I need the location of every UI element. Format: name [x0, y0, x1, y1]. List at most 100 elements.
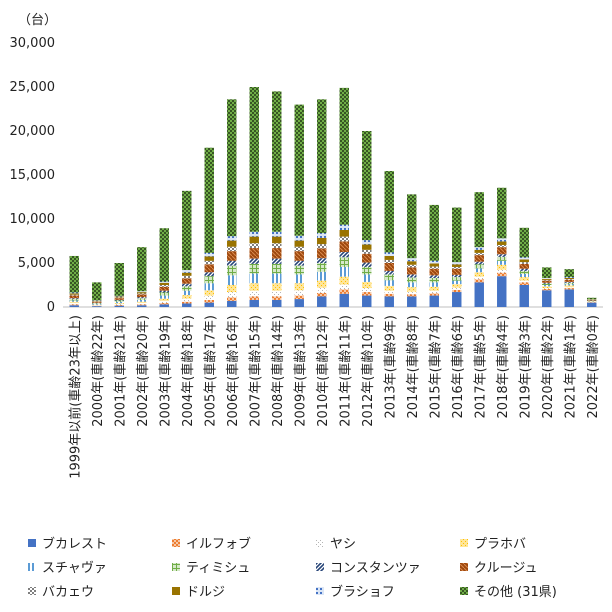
bar-segment — [384, 171, 394, 253]
bar-segment — [204, 295, 214, 300]
x-tick-label: 2013年(車齢9年) — [383, 315, 398, 419]
bar-segment — [407, 258, 417, 262]
bar-segment — [114, 304, 124, 306]
bar-segment — [564, 282, 574, 285]
bar-segment — [114, 263, 124, 296]
bar-segment — [249, 290, 259, 297]
bar-segment — [272, 236, 282, 244]
bar-segment — [92, 303, 102, 304]
bar-segment — [317, 292, 327, 297]
bar-segment — [182, 275, 192, 279]
bar-segment — [137, 298, 147, 300]
bar-segment — [362, 274, 372, 282]
bar-segment — [384, 280, 394, 286]
bar-segment — [497, 187, 507, 239]
x-tick-label: 2001年(車齢21年) — [113, 315, 128, 427]
bar-segment — [339, 224, 349, 230]
bar-segment — [429, 268, 439, 276]
bar-segment — [114, 298, 124, 300]
bar-segment — [384, 263, 394, 271]
bar-segment — [272, 299, 282, 307]
bar-segment — [204, 260, 214, 265]
bar-segment — [272, 290, 282, 297]
bar-segment — [542, 283, 552, 285]
bar-segment — [249, 87, 259, 232]
bar-segment — [339, 252, 349, 258]
bar-segment — [137, 297, 147, 299]
bar-segment — [249, 263, 259, 274]
bar-segment — [272, 263, 282, 274]
x-tick-label: 2008年(車齢14年) — [271, 315, 286, 427]
bar-segment — [339, 293, 349, 307]
bar-segment — [542, 277, 552, 279]
bar-segment — [294, 274, 304, 284]
bar-segment — [407, 264, 417, 268]
bar-segment — [69, 303, 79, 305]
bar-segment — [474, 261, 484, 265]
y-tick-label: 30,000 — [10, 36, 56, 51]
bar-segment — [69, 298, 79, 300]
bar-segment — [519, 263, 529, 269]
bar-segment — [564, 285, 574, 288]
legend-label: ブラショフ — [330, 584, 395, 600]
legend-label: バカェウ — [42, 585, 94, 600]
legend-swatch — [460, 563, 468, 571]
bar-segment — [452, 266, 462, 269]
bar-segment — [429, 295, 439, 307]
x-tick-label: 2003年(車齢19年) — [158, 315, 173, 427]
legend-swatch — [460, 539, 468, 547]
bar-segment — [317, 258, 327, 263]
bar-segment — [452, 289, 462, 293]
y-axis: 0 5,000 10,000 15,000 20,000 25,000 30,000 — [10, 36, 603, 315]
bar-segment — [204, 147, 214, 253]
bar-segment — [407, 291, 417, 295]
bar-segment — [227, 265, 237, 276]
bar-segment — [362, 131, 372, 241]
bar-segment — [407, 194, 417, 259]
bar-segment — [294, 283, 304, 291]
bar-segment — [542, 290, 552, 307]
bar-segment — [384, 290, 394, 294]
bar-segment — [272, 296, 282, 300]
bar-segment — [497, 276, 507, 307]
bar-segment — [452, 262, 462, 265]
bar-segment — [69, 305, 79, 307]
legend-swatch — [28, 563, 36, 571]
bar-segment — [69, 293, 79, 295]
bar-segment — [227, 236, 237, 241]
bar-segment — [429, 275, 439, 278]
legend-swatch — [316, 587, 324, 595]
bars-group — [69, 87, 597, 307]
y-axis-unit-label: （台） — [18, 13, 57, 28]
legend-label: クルージュ — [474, 561, 537, 576]
bar-segment — [407, 261, 417, 265]
bar-segment — [114, 303, 124, 305]
bar-segment — [339, 87, 349, 225]
bar-segment — [542, 267, 552, 278]
bar-segment — [182, 303, 192, 307]
bar-segment — [182, 270, 192, 273]
x-tick-label: 2019年(車齢3年) — [518, 315, 533, 419]
bar-segment — [519, 274, 529, 278]
bar-segment — [542, 285, 552, 287]
bar-segment — [362, 266, 372, 275]
bar-segment — [204, 272, 214, 277]
y-tick-label: 0 — [47, 300, 55, 315]
bar-segment — [294, 260, 304, 266]
bar-segment — [92, 301, 102, 303]
bar-segment — [474, 252, 484, 256]
bar-segment — [452, 207, 462, 263]
legend-label: ブカレスト — [42, 536, 107, 552]
bar-segment — [497, 244, 507, 248]
bar-segment — [542, 280, 552, 283]
bar-segment — [519, 277, 529, 281]
bar-segment — [249, 299, 259, 307]
bar-segment — [564, 287, 574, 289]
legend-swatch — [172, 587, 180, 595]
bar-segment — [452, 274, 462, 278]
bar-segment — [294, 265, 304, 275]
bar-segment — [114, 299, 124, 301]
bar-segment — [474, 268, 484, 273]
bar-segment — [564, 277, 574, 280]
bar-segment — [249, 296, 259, 300]
